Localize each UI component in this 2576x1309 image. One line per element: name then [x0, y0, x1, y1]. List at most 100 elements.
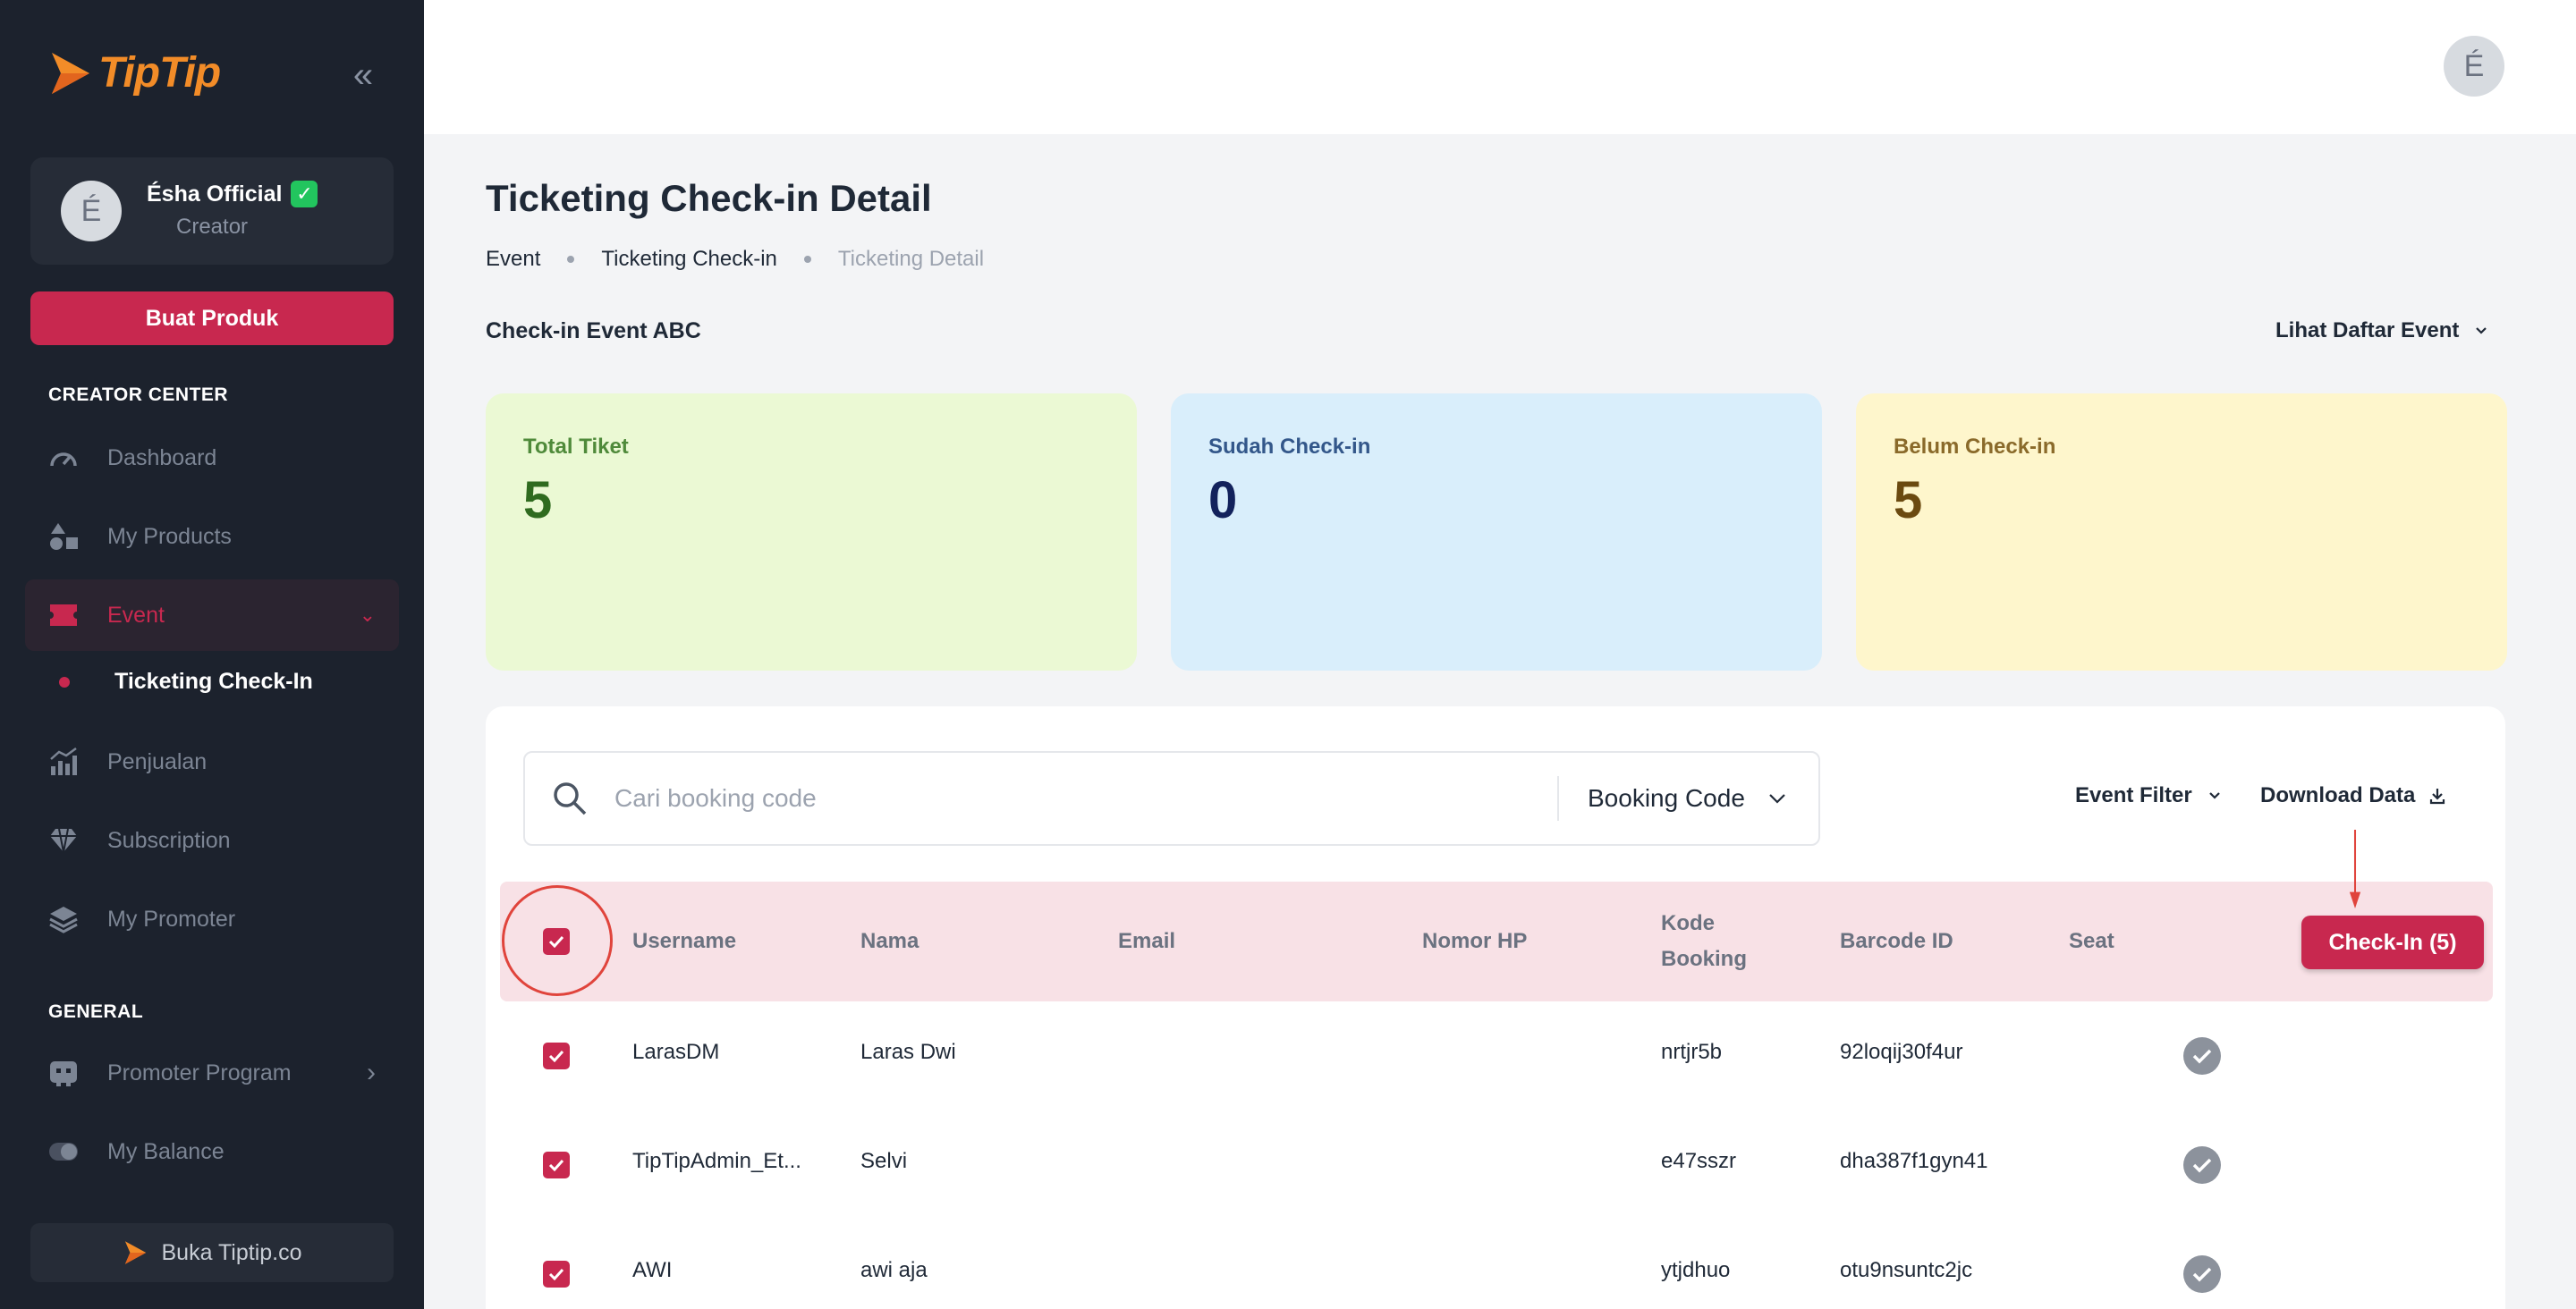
sidebar: TipTip « É Ésha Official ✓ Creator Buat …: [0, 0, 424, 1309]
buat-produk-button[interactable]: Buat Produk: [30, 291, 394, 345]
chevron-right-icon: ›: [367, 1058, 376, 1087]
sidebar-item-event[interactable]: Event ⌄: [25, 579, 399, 651]
sidebar-item-my-balance[interactable]: My Balance: [25, 1116, 399, 1187]
chevron-down-icon: [2476, 327, 2487, 334]
stat-value: 5: [523, 471, 553, 529]
table-row[interactable]: TipTipAdmin_Et... Selvi e47sszr dha387f1…: [500, 1111, 2493, 1220]
collapse-sidebar-icon[interactable]: «: [352, 55, 374, 95]
stat-label: Total Tiket: [523, 435, 629, 459]
page-title: Ticketing Check-in Detail: [486, 177, 932, 219]
check-icon: [548, 1268, 564, 1280]
sidebar-item-label: Promoter Program: [107, 1060, 292, 1085]
profile-card[interactable]: É Ésha Official ✓ Creator: [30, 157, 394, 265]
table-row[interactable]: AWI awi aja ytjdhuo otu9nsuntc2jc: [500, 1220, 2493, 1309]
buka-tiptip-label: Buka Tiptip.co: [161, 1239, 302, 1265]
search-icon: [525, 781, 614, 816]
header-email: Email: [1118, 929, 1176, 953]
ticket-icon: [48, 600, 79, 630]
highlight-circle-annotation: [502, 885, 613, 996]
search-divider: [1557, 776, 1559, 821]
breadcrumb: Event Ticketing Check-in Ticketing Detai…: [486, 247, 984, 272]
row-checkbox[interactable]: [543, 1261, 570, 1288]
toggle-icon: [48, 1136, 79, 1167]
breadcrumb-ticketing-detail: Ticketing Detail: [837, 247, 985, 271]
cell-barcode-id: 92loqij30f4ur: [1840, 1040, 1963, 1064]
checkin-table-card: Booking Code Event Filter Download Data …: [486, 706, 2505, 1309]
section-creator-center: CREATOR CENTER: [48, 384, 229, 405]
tiptip-logo-icon: [125, 1241, 147, 1264]
stat-card-sudah-check-in: Sudah Check-in 0: [1171, 393, 1822, 671]
download-data-button[interactable]: Download Data: [2260, 783, 2445, 808]
user-avatar[interactable]: É: [2444, 36, 2504, 97]
tiptip-logo-icon: [52, 52, 89, 94]
lihat-daftar-event-label: Lihat Daftar Event: [2275, 318, 2460, 342]
sidebar-item-my-products[interactable]: My Products: [25, 501, 399, 572]
download-icon: [2430, 789, 2445, 805]
sidebar-item-subscription[interactable]: Subscription: [25, 805, 399, 876]
download-data-label: Download Data: [2260, 783, 2416, 807]
search-box: Booking Code: [523, 751, 1820, 846]
search-input[interactable]: [614, 753, 1557, 844]
check-circle-icon: [2183, 1037, 2221, 1075]
breadcrumb-event[interactable]: Event: [486, 247, 541, 271]
header-barcode-id: Barcode ID: [1840, 929, 1953, 953]
check-circle-icon: [2183, 1255, 2221, 1293]
logo-text: TipTip: [98, 49, 221, 97]
cell-nama: Laras Dwi: [860, 1040, 956, 1064]
search-type-select[interactable]: Booking Code: [1559, 784, 1818, 813]
layers-icon: [48, 904, 79, 934]
verified-check-icon: ✓: [291, 181, 318, 207]
header-kode-booking-line1: Kode: [1661, 911, 1715, 935]
event-filter-label: Event Filter: [2075, 783, 2192, 807]
stat-card-total-tiket: Total Tiket 5: [486, 393, 1137, 671]
check-in-button[interactable]: Check-In (5): [2301, 916, 2484, 969]
cell-barcode-id: dha387f1gyn41: [1840, 1149, 1988, 1173]
shapes-icon: [48, 521, 79, 552]
buka-tiptip-button[interactable]: Buka Tiptip.co: [30, 1223, 394, 1282]
sidebar-item-label: Subscription: [107, 827, 231, 853]
annotation-arrow-icon: [2349, 830, 2361, 908]
check-icon: [548, 1159, 564, 1171]
stat-label: Sudah Check-in: [1208, 435, 1371, 459]
profile-name-text: Ésha Official: [147, 181, 283, 207]
chevron-down-icon: [1769, 794, 1785, 804]
header-kode-booking-line2: Booking: [1661, 947, 1747, 971]
sidebar-item-my-promoter[interactable]: My Promoter: [25, 883, 399, 955]
sidebar-item-promoter-program[interactable]: Promoter Program ›: [25, 1037, 399, 1109]
sidebar-item-penjualan[interactable]: Penjualan: [25, 726, 399, 798]
breadcrumb-ticketing-check-in[interactable]: Ticketing Check-in: [601, 247, 777, 271]
stat-value: 0: [1208, 471, 1238, 529]
sidebar-item-label: My Promoter: [107, 906, 236, 932]
tiptip-logo[interactable]: TipTip: [47, 48, 221, 97]
cell-kode-booking: e47sszr: [1661, 1149, 1737, 1173]
cell-kode-booking: ytjdhuo: [1661, 1258, 1731, 1282]
cell-kode-booking: nrtjr5b: [1661, 1040, 1723, 1064]
robot-icon: [48, 1058, 79, 1088]
search-type-value: Booking Code: [1588, 784, 1745, 812]
profile-name: Ésha Official ✓: [147, 181, 318, 207]
lihat-daftar-event-button[interactable]: Lihat Daftar Event: [2275, 318, 2487, 343]
check-circle-icon: [2183, 1146, 2221, 1184]
avatar: É: [61, 181, 122, 241]
event-filter-button[interactable]: Event Filter: [2075, 783, 2221, 808]
stat-card-belum-check-in: Belum Check-in 5: [1856, 393, 2507, 671]
row-checkbox[interactable]: [543, 1043, 570, 1069]
sidebar-item-label: Penjualan: [107, 748, 208, 774]
chevron-down-icon: ⌄: [359, 604, 376, 626]
check-icon: [548, 1050, 564, 1062]
stat-label: Belum Check-in: [1894, 435, 2056, 459]
cell-nama: awi aja: [860, 1258, 928, 1282]
active-dot-icon: [59, 676, 70, 688]
header-kode-booking: Kode Booking: [1661, 906, 1747, 977]
cell-barcode-id: otu9nsuntc2jc: [1840, 1258, 1973, 1282]
sidebar-item-dashboard[interactable]: Dashboard: [25, 422, 399, 494]
sidebar-subitem-ticketing-check-in[interactable]: Ticketing Check-In: [48, 669, 313, 695]
row-checkbox[interactable]: [543, 1152, 570, 1178]
sidebar-item-label: My Products: [107, 523, 232, 549]
chevron-down-icon: [2208, 792, 2220, 799]
table-row[interactable]: LarasDM Laras Dwi nrtjr5b 92loqij30f4ur: [500, 1001, 2493, 1111]
cell-nama: Selvi: [860, 1149, 908, 1173]
cell-username: AWI: [632, 1258, 673, 1282]
sidebar-item-label: My Balance: [107, 1138, 225, 1164]
header-nomor-hp: Nomor HP: [1422, 929, 1528, 953]
